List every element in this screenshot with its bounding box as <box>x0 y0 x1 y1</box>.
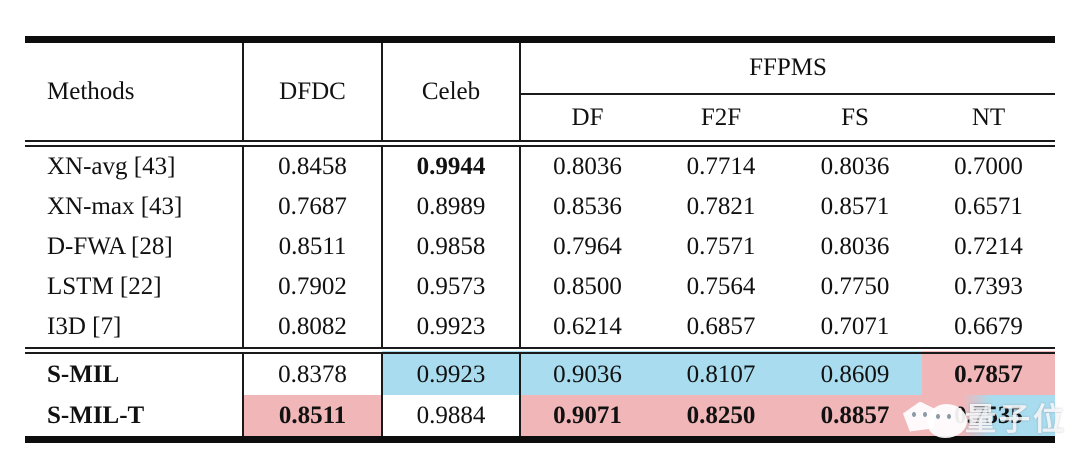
value-cell: 0.8378 <box>243 347 383 395</box>
value-cell: 0.9923 <box>382 347 521 395</box>
value-cell: 0.7902 <box>243 267 383 307</box>
value-cell: 0.6679 <box>954 313 1023 340</box>
value-cell: 0.7821 <box>686 193 756 220</box>
results-table: Methods DFDC Celeb FFPMS DF F2F FS NT XN… <box>25 36 1055 443</box>
value-cell: 0.7964 <box>553 233 622 260</box>
method-cell: D-FWA [28] <box>25 227 244 267</box>
value-cell: 0.8536 <box>553 193 622 220</box>
value-cell: 0.8857 <box>788 395 922 440</box>
method-cell: LSTM [22] <box>25 267 244 307</box>
value-cell: 0.7000 <box>954 153 1023 180</box>
value-cell: 0.7535 <box>922 395 1055 440</box>
column-header-df: DF <box>520 94 654 147</box>
table-row: D-FWA [28] 0.8511 0.9858 0.7964 0.7571 0.8036… <box>25 227 1055 267</box>
value-cell: 0.6214 <box>553 313 622 340</box>
value-cell: 0.9923 <box>382 307 521 351</box>
value-cell: 0.8609 <box>788 347 922 395</box>
value-cell: 0.6857 <box>686 313 756 340</box>
value-cell: 0.8511 <box>243 395 383 440</box>
value-cell: 0.8082 <box>243 307 383 351</box>
value-cell: 0.7750 <box>820 273 890 300</box>
table-row: LSTM [22] 0.7902 0.9573 0.8500 0.7564 0.7750 0… <box>25 267 1055 307</box>
value-cell: 0.7571 <box>686 233 756 260</box>
value-cell: 0.8036 <box>820 153 890 180</box>
table-row: XN-max [43] 0.7687 0.8989 0.8536 0.7821 0.857… <box>25 187 1055 227</box>
value-cell: 0.8511 <box>243 227 383 267</box>
value-cell: 0.6571 <box>954 193 1023 220</box>
value-cell: 0.9858 <box>382 227 521 267</box>
value-cell: 0.8500 <box>553 273 622 300</box>
value-cell: 0.9071 <box>520 395 654 440</box>
value-cell: 0.7857 <box>922 347 1055 395</box>
value-cell: 0.7687 <box>243 187 383 227</box>
value-cell: 0.8107 <box>654 347 788 395</box>
column-header-methods: Methods <box>25 39 244 147</box>
value-cell: 0.8036 <box>820 233 890 260</box>
value-cell: 0.9884 <box>382 395 521 440</box>
value-cell: 0.8989 <box>382 187 521 227</box>
value-cell: 0.7214 <box>954 233 1023 260</box>
column-header-f2f: F2F <box>654 94 788 147</box>
table-row: XN-avg [43] 0.8458 0.9944 0.8036 0.7714 0.803… <box>25 143 1055 187</box>
value-cell: 0.7714 <box>686 153 756 180</box>
value-cell: 0.7564 <box>686 273 756 300</box>
column-header-dfdc: DFDC <box>243 39 383 147</box>
column-header-nt: NT <box>922 94 1055 147</box>
value-cell: 0.8458 <box>243 143 383 187</box>
column-header-fs: FS <box>788 94 922 147</box>
value-cell: 0.9944 <box>382 143 521 187</box>
value-cell: 0.7393 <box>954 273 1023 300</box>
method-cell: S-MIL <box>25 347 244 395</box>
value-cell: 0.8250 <box>654 395 788 440</box>
value-cell: 0.9573 <box>382 267 521 307</box>
method-cell: XN-avg [43] <box>25 143 244 187</box>
table-row: S-MIL 0.8378 0.9923 0.9036 0.8107 0.8609 0.785… <box>25 347 1055 395</box>
table-header: Methods DFDC Celeb FFPMS DF F2F FS NT <box>25 39 1055 147</box>
column-header-ffpms: FFPMS <box>520 39 1055 95</box>
proposed-rows: S-MIL 0.8378 0.9923 0.9036 0.8107 0.8609 0.785… <box>25 347 1055 440</box>
value-cell: 0.9036 <box>520 347 654 395</box>
column-header-celeb: Celeb <box>382 39 521 147</box>
value-cell: 0.8036 <box>553 153 622 180</box>
table-row: I3D [7] 0.8082 0.9923 0.6214 0.6857 0.7071 0.6… <box>25 307 1055 351</box>
method-cell: I3D [7] <box>25 307 244 351</box>
value-cell: 0.8571 <box>820 193 890 220</box>
table-row: S-MIL-T 0.8511 0.9884 0.9071 0.8250 0.8857 0.7… <box>25 395 1055 440</box>
baseline-rows: XN-avg [43] 0.8458 0.9944 0.8036 0.7714 0.803… <box>25 143 1055 351</box>
method-cell: XN-max [43] <box>25 187 244 227</box>
method-cell: S-MIL-T <box>25 395 244 440</box>
value-cell: 0.7071 <box>820 313 890 340</box>
